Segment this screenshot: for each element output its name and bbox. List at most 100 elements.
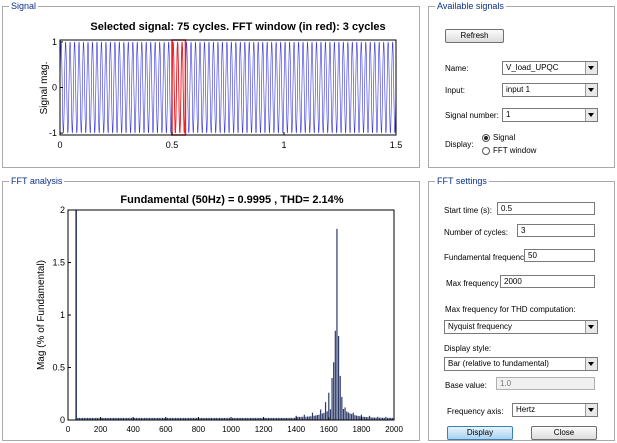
thd-freq-select[interactable]: Nyquist frequency [444, 320, 598, 334]
fft-bar [227, 417, 229, 420]
fft-bar [249, 417, 252, 420]
fft-bar [188, 417, 190, 420]
fft-x-tick-label: 1200 [255, 425, 273, 434]
fft-bar [264, 417, 266, 420]
fft-bar [368, 415, 371, 420]
input-select-value: input 1 [506, 85, 531, 94]
fft-bar [85, 417, 87, 420]
fft-bar [280, 417, 283, 420]
signal-plot: Selected signal: 75 cycles. FFT window (… [39, 21, 402, 150]
fft-bar [225, 417, 227, 420]
fft-bar [318, 414, 320, 420]
start-time-input[interactable]: 0.5 [497, 202, 595, 215]
close-button[interactable]: Close [531, 426, 597, 440]
refresh-button[interactable]: Refresh [445, 29, 504, 43]
thd-freq-value: Nyquist frequency [448, 322, 513, 331]
fft-bar [261, 417, 263, 420]
fft-bar [380, 417, 382, 420]
fund-freq-input[interactable]: 50 [524, 249, 595, 262]
fft-bar [277, 417, 279, 420]
fft-bar [135, 417, 138, 420]
fft-bar [103, 417, 105, 420]
fft-bar [349, 413, 351, 420]
fft-bar [184, 417, 186, 420]
fft-bar [116, 417, 118, 420]
fft-bar [370, 417, 372, 420]
fft-bar [336, 228, 338, 420]
fft-bar [241, 417, 244, 420]
fft-bar [124, 417, 126, 420]
num-cycles-label: Number of cycles: [444, 228, 509, 237]
fft-bar [83, 417, 85, 420]
freq-axis-select[interactable]: Hertz [512, 403, 598, 417]
fft-bar [166, 417, 169, 420]
name-select[interactable]: V_load_UPQC [502, 61, 598, 75]
start-time-label: Start time (s): [444, 206, 493, 215]
fft-bar [215, 417, 217, 420]
chevron-down-icon [585, 321, 597, 333]
fft-bar [246, 417, 248, 420]
fft-bar [253, 417, 255, 420]
fft-bar [178, 417, 180, 420]
fft-bar [266, 417, 268, 420]
signal-x-tick-label: 1 [281, 140, 286, 150]
thd-freq-label: Max frequency for THD computation: [445, 305, 576, 314]
fft-bar [274, 417, 276, 420]
fft-bar [90, 417, 92, 420]
freq-axis-label: Frequency axis: [447, 407, 504, 416]
fft-bar [334, 330, 336, 420]
fft-bar [245, 417, 247, 420]
fft-bar [297, 416, 299, 420]
display-style-value: Bar (relative to fundamental) [448, 359, 549, 368]
fft-bar [303, 414, 305, 420]
fft-bar [321, 413, 323, 420]
signal-number-select[interactable]: 1 [502, 108, 598, 122]
fft-panel-legend: FFT analysis [9, 175, 65, 187]
fft-y-tick-label: 1.5 [52, 258, 65, 268]
display-button[interactable]: Display [447, 426, 513, 440]
display-fft-window-radio[interactable] [482, 147, 490, 155]
fft-bar [196, 417, 198, 420]
chevron-down-icon [585, 109, 597, 121]
fft-bar [346, 411, 348, 420]
fft-bar [144, 417, 146, 420]
fft-bar [388, 417, 390, 420]
fft-x-tick-label: 1400 [287, 425, 305, 434]
num-cycles-input[interactable]: 3 [517, 224, 595, 237]
fft-bar [267, 417, 270, 420]
fft-bar [98, 417, 100, 420]
fft-bar [88, 417, 90, 420]
fft-bar [106, 417, 108, 420]
fft-bar [300, 416, 302, 420]
fft-y-tick-label: 2 [60, 205, 65, 215]
fft-bar [161, 417, 164, 420]
signal-title: Selected signal: 75 cycles. FFT window (… [90, 21, 385, 33]
fft-bar [248, 417, 250, 420]
fft-bar [130, 417, 133, 420]
fft-bar [344, 407, 346, 420]
fft-bar [78, 417, 81, 420]
max-freq-input[interactable]: 2000 [500, 275, 595, 288]
fft-bar [199, 417, 201, 420]
fft-bar [209, 417, 211, 420]
fft-bar [310, 416, 312, 420]
fft-bar [313, 415, 315, 420]
fft-bar [298, 416, 301, 420]
display-style-select[interactable]: Bar (relative to fundamental) [444, 357, 598, 371]
fft-bar [168, 417, 170, 420]
input-select[interactable]: input 1 [502, 83, 598, 97]
fft-bar [108, 417, 110, 420]
fft-bar [238, 417, 240, 420]
fft-bar [302, 416, 304, 420]
display-signal-radio[interactable] [482, 134, 490, 142]
fft-bar [170, 417, 172, 420]
fund-freq-label: Fundamental frequency (Hz): [444, 253, 548, 262]
max-freq-label: Max frequency (Hz): [446, 279, 519, 288]
display-fft-window-label: FFT window [493, 146, 537, 155]
fft-panel: FFT analysis [2, 175, 420, 441]
fft-bar [377, 416, 379, 420]
fft-bar [157, 417, 159, 420]
fft-bar [145, 417, 147, 420]
fft-bar [152, 417, 154, 420]
fft-bar [331, 378, 333, 420]
